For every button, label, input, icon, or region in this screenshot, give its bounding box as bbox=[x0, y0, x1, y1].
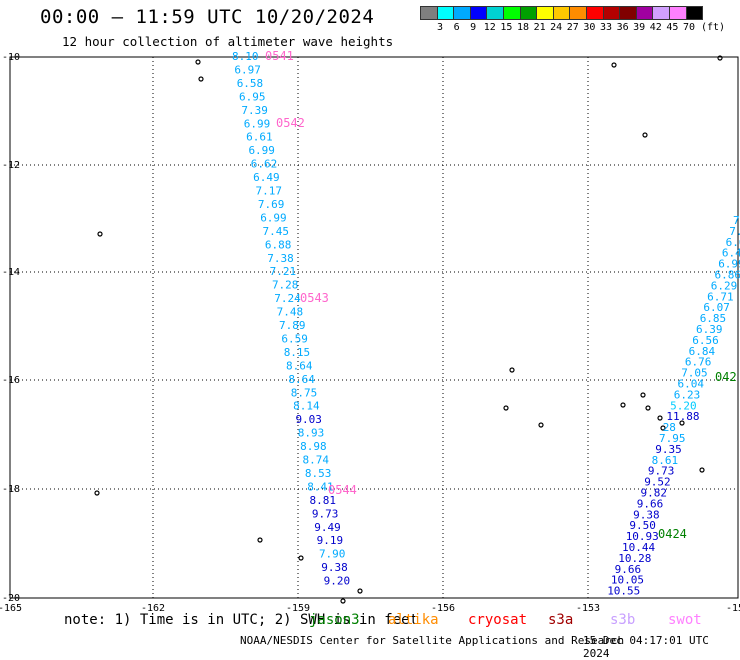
wave-height-label: 8.10 bbox=[232, 50, 259, 63]
island-outline bbox=[98, 232, 102, 236]
wave-height-label: 6.61 bbox=[246, 131, 273, 144]
island-outline bbox=[700, 468, 704, 472]
wave-height-label: 8.93 bbox=[298, 427, 325, 440]
satellite-legend-item: swot bbox=[668, 612, 702, 628]
pass-label: 0424 bbox=[658, 527, 687, 541]
island-outline bbox=[358, 589, 362, 593]
island-outline bbox=[646, 406, 650, 410]
wave-height-label: 6.88 bbox=[265, 238, 292, 251]
wave-height-label: 7.17 bbox=[256, 185, 283, 198]
pass-label: 0542 bbox=[276, 116, 305, 130]
wave-height-label: 9.20 bbox=[324, 575, 351, 588]
pass-label: 042 bbox=[715, 370, 737, 384]
wave-height-label: 10.55 bbox=[607, 585, 640, 598]
wave-height-label: 8.64 bbox=[288, 373, 315, 386]
island-outline bbox=[718, 56, 722, 60]
wave-height-label: 6.62 bbox=[251, 158, 277, 171]
island-outline bbox=[504, 406, 508, 410]
wave-height-label: 6.58 bbox=[237, 77, 264, 90]
map-frame bbox=[10, 57, 738, 598]
y-tick-label: -16 bbox=[2, 375, 20, 386]
wave-height-label: 7.28 bbox=[272, 279, 299, 292]
island-outline bbox=[196, 60, 200, 64]
wave-height-label: 8.64 bbox=[286, 359, 313, 372]
wave-height-label: 7.24 bbox=[274, 292, 301, 305]
wave-height-label: 9.19 bbox=[317, 534, 344, 547]
wave-height-label: 9.38 bbox=[321, 561, 348, 574]
satellite-legend-item: cryosat bbox=[468, 612, 527, 628]
x-tick-label: -150 bbox=[726, 603, 740, 614]
wave-height-label: 6.59 bbox=[281, 332, 308, 345]
island-outline bbox=[641, 393, 645, 397]
satellite-legend-item: altika bbox=[388, 612, 439, 628]
pass-label: 0544 bbox=[328, 483, 357, 497]
wave-height-label: 6.49 bbox=[253, 171, 280, 184]
wave-height-label: 7.48 bbox=[277, 306, 304, 319]
footer-timestamp: 15 Dec 04:17:01 UTC 2024 bbox=[583, 634, 740, 660]
wave-height-label: 9.73 bbox=[312, 507, 339, 520]
satellite-legend-item: jason3 bbox=[309, 612, 360, 628]
wave-height-label: 7.69 bbox=[258, 198, 285, 211]
island-outline bbox=[510, 368, 514, 372]
satellite-legend-item: s3b bbox=[610, 612, 635, 628]
island-outline bbox=[612, 63, 616, 67]
wave-height-label: 7.39 bbox=[241, 104, 268, 117]
footer-credit: NOAA/NESDIS Center for Satellite Applica… bbox=[240, 634, 624, 647]
island-outline bbox=[539, 423, 543, 427]
wave-height-label: 9.03 bbox=[295, 413, 322, 426]
wave-height-label: 8.15 bbox=[284, 346, 311, 359]
island-outline bbox=[658, 416, 662, 420]
wave-height-label: 7.90 bbox=[319, 548, 346, 561]
y-tick-label: -18 bbox=[2, 484, 20, 495]
note-text: note: 1) Time is in UTC; 2) SWH is in fe… bbox=[64, 612, 418, 628]
wave-height-label: 7.89 bbox=[279, 319, 306, 332]
island-outline bbox=[299, 556, 303, 560]
wave-height-label: 8.14 bbox=[293, 400, 320, 413]
island-outline bbox=[95, 491, 99, 495]
x-tick-label: -153 bbox=[576, 603, 600, 614]
island-outline bbox=[643, 133, 647, 137]
wave-height-label: 6.95 bbox=[239, 90, 265, 103]
island-outline bbox=[258, 538, 262, 542]
wave-height-label: 6.97 bbox=[234, 63, 261, 76]
y-tick-label: -10 bbox=[2, 52, 20, 63]
wave-height-label: 7.45 bbox=[263, 225, 290, 238]
wave-height-label: 6.99 bbox=[244, 117, 271, 130]
x-tick-label: -165 bbox=[0, 603, 22, 614]
pass-label: 0541 bbox=[265, 49, 294, 63]
y-tick-label: -14 bbox=[2, 267, 20, 278]
wave-height-label: 6.99 bbox=[248, 144, 275, 157]
wave-height-label: 8.53 bbox=[305, 467, 332, 480]
satellite-legend-item: s3a bbox=[548, 612, 573, 628]
wave-height-label: 8.74 bbox=[303, 454, 330, 467]
wave-height-label: 9.49 bbox=[314, 521, 341, 534]
y-tick-label: -12 bbox=[2, 160, 20, 171]
wave-height-label: 7.38 bbox=[267, 252, 294, 265]
island-outline bbox=[621, 403, 625, 407]
wave-height-label: 6.99 bbox=[260, 211, 287, 224]
island-outline bbox=[341, 599, 345, 603]
wave-height-label: 7.21 bbox=[270, 265, 297, 278]
pass-label: 0543 bbox=[300, 291, 329, 305]
island-outline bbox=[199, 77, 203, 81]
wave-height-label: 8.75 bbox=[291, 386, 318, 399]
wave-height-label: 8.98 bbox=[300, 440, 327, 453]
